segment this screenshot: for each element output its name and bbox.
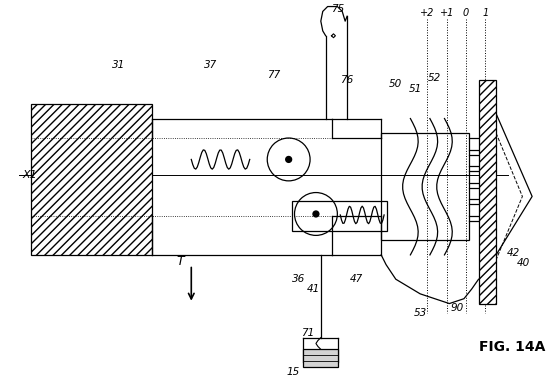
Text: 75: 75 — [331, 5, 344, 14]
Text: 31: 31 — [112, 60, 125, 70]
Circle shape — [286, 156, 292, 163]
Text: 52: 52 — [428, 73, 442, 83]
Text: 90: 90 — [451, 304, 464, 313]
Text: 77: 77 — [267, 70, 281, 80]
Bar — [304, 349, 338, 367]
Text: X1: X1 — [23, 170, 37, 180]
Text: +1: +1 — [440, 8, 454, 19]
Text: FIG. 14A: FIG. 14A — [479, 340, 545, 355]
Bar — [31, 104, 153, 255]
Text: 51: 51 — [409, 84, 422, 94]
Text: +2: +2 — [420, 8, 434, 19]
Text: 50: 50 — [389, 79, 402, 90]
Text: 40: 40 — [517, 258, 530, 268]
Text: 37: 37 — [204, 60, 217, 70]
Text: 1: 1 — [482, 8, 489, 19]
Bar — [381, 133, 469, 240]
Text: 53: 53 — [414, 308, 427, 318]
Text: 42: 42 — [507, 248, 520, 258]
Text: 71: 71 — [301, 328, 315, 338]
Text: 41: 41 — [306, 284, 320, 294]
Text: 0: 0 — [463, 8, 469, 19]
Circle shape — [313, 211, 319, 217]
Text: 36: 36 — [292, 274, 305, 284]
Bar — [292, 201, 387, 231]
Bar — [479, 80, 496, 304]
Text: 47: 47 — [350, 274, 363, 284]
Text: T: T — [177, 255, 184, 268]
Text: 76: 76 — [340, 74, 354, 85]
Text: 15: 15 — [287, 367, 300, 377]
